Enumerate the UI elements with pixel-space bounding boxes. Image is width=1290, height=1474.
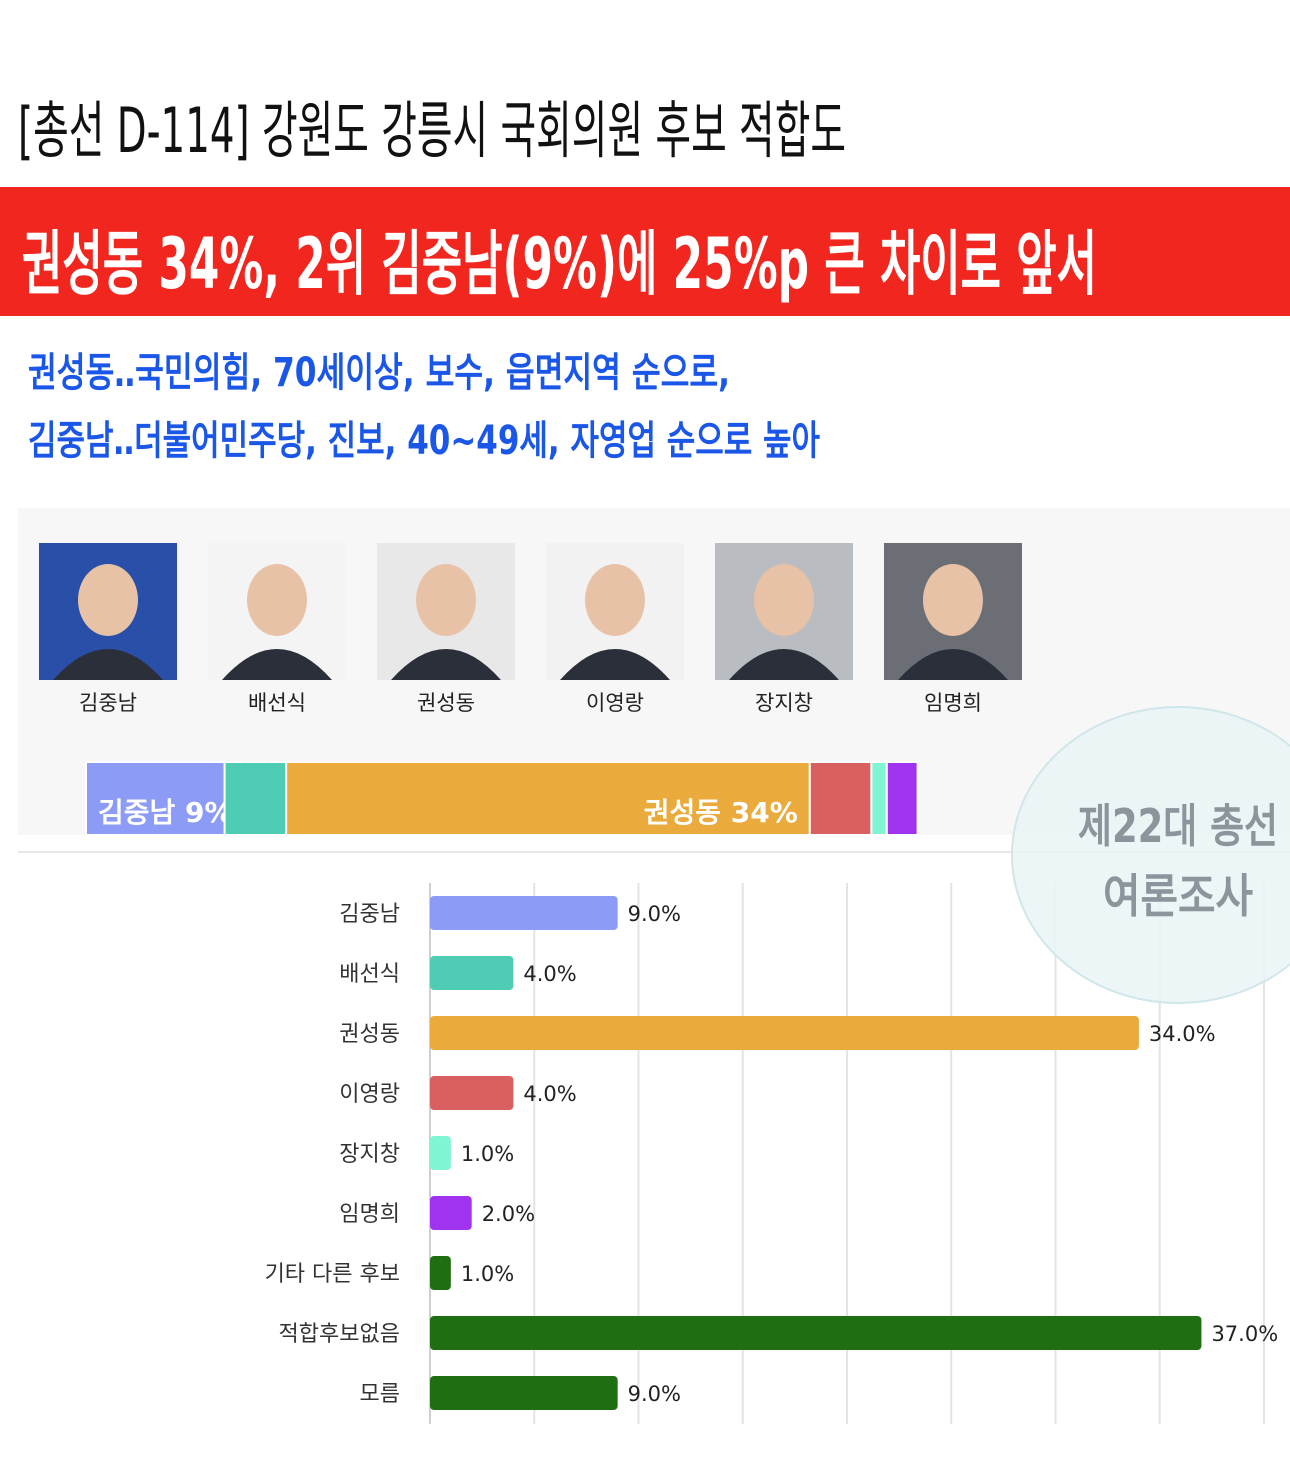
bar — [430, 1136, 451, 1170]
bar — [430, 1316, 1202, 1350]
headline: 권성동 34%, 2위 김중남(9%)에 25%p 큰 차이로 앞서 — [22, 223, 1097, 305]
candidate-name: 김중남 — [79, 691, 137, 715]
candidate-name: 장지창 — [755, 691, 813, 715]
photo-body — [729, 649, 839, 680]
candidate-name: 임명희 — [924, 691, 982, 715]
badge-text: 제22대 총선 — [1078, 799, 1278, 853]
headline-banner — [0, 187, 1290, 316]
badge-text: 여론조사 — [1103, 869, 1253, 923]
y-tick-label: 임명희 — [339, 1202, 400, 1227]
bar — [430, 896, 618, 930]
bar — [430, 1016, 1139, 1050]
photo-body — [391, 649, 501, 680]
candidate-name: 권성동 — [417, 691, 475, 715]
photo-body — [222, 649, 332, 680]
photo-body — [898, 649, 1008, 680]
y-tick-label: 이영랑 — [339, 1082, 400, 1107]
stacked-segment — [223, 761, 288, 836]
segment-label: 권성동 34% — [644, 796, 798, 829]
y-tick-label: 기타 다른 후보 — [265, 1262, 400, 1287]
y-tick-label: 김중남 — [339, 902, 400, 927]
subtitle-line: 김중남‥더불어민주당, 진보, 40~49세, 자영업 순으로 높아 — [28, 418, 820, 464]
segment-label: 김중남 9% — [98, 796, 233, 829]
bar — [430, 1076, 514, 1110]
value-label: 9.0% — [628, 1382, 681, 1406]
y-tick-label: 배선식 — [339, 962, 400, 987]
badge: 제22대 총선 여론조사 — [1011, 706, 1290, 1004]
stacked-segment — [870, 761, 888, 836]
photo-face — [416, 564, 476, 636]
title: [총선 D-114] 강원도 강릉시 국회의원 후보 적합도 — [18, 94, 846, 167]
value-label: 9.0% — [628, 902, 681, 926]
photo-face — [247, 564, 307, 636]
value-label: 4.0% — [523, 1082, 576, 1106]
stacked-segment — [285, 761, 811, 836]
bar — [430, 1376, 618, 1410]
y-tick-label: 권성동 — [339, 1022, 400, 1047]
candidate-name: 배선식 — [248, 691, 306, 715]
value-label: 1.0% — [461, 1142, 514, 1166]
photo-face — [754, 564, 814, 636]
photo-face — [923, 564, 983, 636]
photo-face — [585, 564, 645, 636]
bar — [430, 1256, 451, 1290]
value-label: 4.0% — [523, 962, 576, 986]
y-tick-label: 장지창 — [339, 1142, 400, 1167]
y-tick-label: 적합후보없음 — [279, 1322, 400, 1347]
value-label: 1.0% — [461, 1262, 514, 1286]
photo-face — [78, 564, 138, 636]
stacked-segment — [85, 761, 226, 836]
value-label: 2.0% — [482, 1202, 535, 1226]
stacked-segment — [885, 761, 919, 836]
photo-body — [53, 649, 163, 680]
badge-ellipse — [1011, 706, 1290, 1004]
value-label: 34.0% — [1149, 1022, 1216, 1046]
candidate-name: 이영랑 — [586, 691, 644, 715]
stacked-segment — [808, 761, 873, 836]
bar — [430, 956, 514, 990]
value-label: 37.0% — [1211, 1322, 1278, 1346]
subtitle-line: 권성동‥국민의힘, 70세이상, 보수, 읍면지역 순으로, — [28, 350, 730, 396]
bar — [430, 1196, 472, 1230]
y-tick-label: 모름 — [360, 1382, 400, 1407]
photo-body — [560, 649, 670, 680]
